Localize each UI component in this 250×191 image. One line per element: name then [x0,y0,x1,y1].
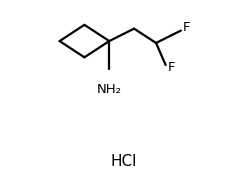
Text: NH₂: NH₂ [96,83,121,96]
Text: HCl: HCl [110,154,136,169]
Text: F: F [167,61,174,74]
Text: F: F [182,21,190,34]
